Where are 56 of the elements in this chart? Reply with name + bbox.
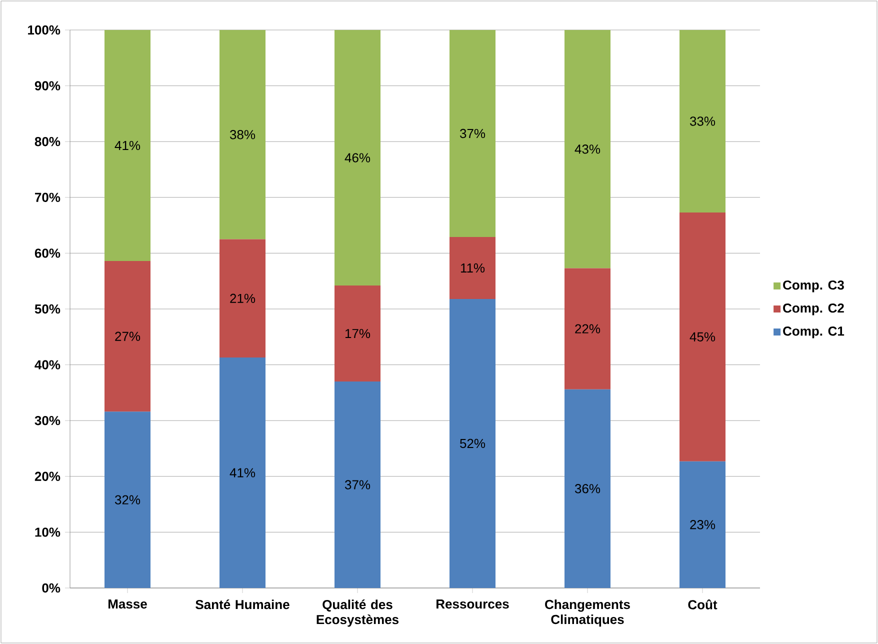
- legend-label: Comp. C3: [783, 280, 844, 292]
- x-tick-label: Santé Humaine: [196, 600, 290, 610]
- bar: [334, 382, 381, 588]
- y-tick-label: 30%: [34, 416, 60, 426]
- data-label: 41%: [114, 140, 140, 150]
- bar: [334, 30, 381, 286]
- bar: [450, 298, 496, 588]
- data-label: 17%: [345, 328, 370, 338]
- data-label: 22%: [575, 324, 600, 334]
- data-label: 33%: [690, 116, 716, 126]
- x-tick-label: Masse: [108, 600, 147, 609]
- data-label: 46%: [344, 153, 370, 162]
- data-label: 21%: [230, 294, 256, 303]
- y-tick-label: 20%: [34, 472, 60, 481]
- bar: [220, 30, 266, 240]
- data-label: 36%: [574, 484, 600, 494]
- legend-label: Comp. C2: [783, 303, 844, 316]
- data-label: 37%: [344, 480, 370, 490]
- data-label: 23%: [690, 520, 716, 530]
- y-tick-label: 80%: [34, 136, 60, 146]
- y-tick-label: 10%: [35, 528, 60, 537]
- y-tick-label: 60%: [34, 248, 60, 258]
- bar: [680, 30, 726, 212]
- data-label: 11%: [460, 263, 485, 273]
- bar: [450, 237, 496, 299]
- x-tick-label: Ressources: [436, 600, 509, 609]
- bar: [450, 30, 496, 238]
- bar: [220, 358, 266, 588]
- data-label: 27%: [115, 332, 140, 341]
- bar: [104, 261, 151, 412]
- data-label: 37%: [460, 128, 486, 138]
- y-tick-label: 90%: [34, 81, 60, 90]
- data-label: 45%: [690, 332, 716, 342]
- data-label: 52%: [460, 438, 486, 448]
- y-tick-label: 40%: [34, 360, 60, 370]
- data-label: 43%: [574, 144, 600, 154]
- x-tick-label: Changements Climatiques: [545, 600, 630, 627]
- y-tick-label: 70%: [35, 192, 60, 202]
- bar: [564, 30, 610, 268]
- bar: [564, 268, 610, 390]
- y-tick-label: 50%: [34, 304, 60, 314]
- bar: [334, 286, 381, 382]
- x-tick-label: Coût: [688, 600, 718, 610]
- data-label: 32%: [115, 495, 140, 504]
- y-tick-label: 0%: [42, 583, 60, 593]
- bar: [564, 389, 610, 588]
- data-label: 38%: [230, 130, 256, 140]
- legend-label: Comp. C1: [783, 326, 844, 338]
- bar: [680, 212, 726, 462]
- x-tick-label: Qualité des Ecosystèmes: [316, 600, 399, 627]
- data-label: 41%: [230, 468, 256, 478]
- bar: [220, 239, 266, 358]
- bar: [680, 461, 726, 588]
- y-tick-label: 100%: [28, 25, 60, 35]
- bar: [104, 412, 151, 588]
- bar: [104, 30, 151, 261]
